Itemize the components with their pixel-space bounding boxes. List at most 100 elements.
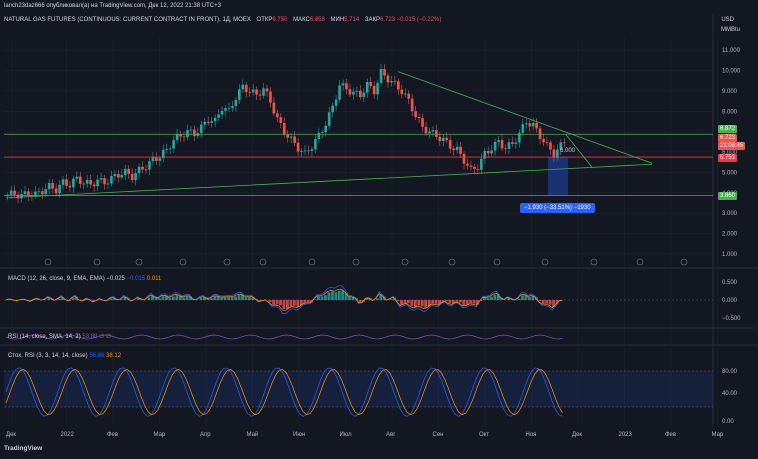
- x-tick-label: Фев: [107, 432, 118, 438]
- macd-bar: [545, 300, 549, 304]
- macd-legend[interactable]: MACD (12, 26, close, 9, EMA, EMA) −0.025…: [8, 276, 161, 282]
- candle-body: [61, 179, 65, 185]
- candle-body: [303, 150, 307, 152]
- event-icon: [493, 258, 501, 266]
- candle-body: [511, 142, 514, 144]
- macd-bar: [479, 300, 483, 301]
- candle-body: [348, 89, 352, 95]
- candle-body: [324, 125, 328, 133]
- candle-body: [58, 184, 61, 194]
- macd-bar: [500, 297, 504, 300]
- high-value: 6.858: [309, 17, 325, 23]
- candle-body: [462, 153, 466, 164]
- macd-bar: [552, 300, 556, 307]
- y-tick-label: 10.000: [722, 69, 741, 75]
- candles: [6, 63, 566, 204]
- macd-bar: [182, 297, 186, 300]
- candle-body: [317, 132, 321, 140]
- macd-signal-line: [5, 288, 563, 311]
- macd-bar: [247, 296, 251, 300]
- event-icon: [352, 258, 360, 266]
- macd-bar: [292, 300, 296, 306]
- y-tick-label: 11.000: [722, 48, 741, 54]
- macd-bar: [496, 294, 500, 300]
- macd-bar: [462, 300, 466, 306]
- stoch-label: Стох. RSI (3, 3, 14, 14, close): [8, 353, 88, 359]
- macd-bar: [465, 300, 469, 306]
- stoch-d-value: 38.12: [106, 353, 122, 359]
- candle-body: [96, 179, 99, 187]
- macd-bar: [178, 295, 182, 300]
- candle-body: [542, 138, 545, 143]
- candle-body: [286, 134, 290, 138]
- macd-bar: [209, 298, 213, 300]
- macd-bar: [137, 297, 141, 300]
- macd-tick: 0.500: [722, 280, 738, 286]
- macd-bar: [158, 298, 161, 300]
- candle-body: [300, 151, 303, 152]
- stoch-d-line: [5, 368, 563, 416]
- candle-body: [175, 134, 179, 141]
- macd-bar: [151, 295, 155, 300]
- symbol-title: NATURAL GAS FUTURES (CONTINUOUS: CURRENT…: [4, 17, 251, 23]
- rsi-label: RSI (14, close, SMA, 14, 2): [8, 334, 81, 340]
- macd-bar: [171, 296, 175, 300]
- macd-bar: [400, 300, 403, 305]
- x-tick-label: Фев: [665, 432, 676, 438]
- event-icon: [590, 258, 598, 266]
- candle-body: [431, 130, 435, 132]
- candle-body: [410, 98, 414, 112]
- x-tick-label: 2022: [61, 432, 75, 438]
- candle-body: [206, 121, 210, 123]
- candle-body: [37, 191, 41, 193]
- macd-line-value: −0.015: [126, 276, 146, 282]
- candle-body: [13, 190, 16, 195]
- rsi-legend[interactable]: RSI (14, close, SMA, 14, 2) 53.88 ∅ ∅: [8, 333, 111, 340]
- candle-body: [123, 168, 127, 176]
- macd-bar: [438, 300, 441, 305]
- x-tick-label: Апр: [200, 432, 211, 438]
- tradingview-logo[interactable]: TradingView: [4, 445, 43, 452]
- candle-body: [314, 139, 317, 150]
- event-icon: [308, 258, 316, 266]
- macd-bar: [476, 300, 479, 305]
- macd-bar: [403, 300, 407, 304]
- x-tick-label: Авг: [386, 432, 396, 438]
- macd-bar: [161, 296, 165, 300]
- candle-body: [369, 82, 373, 86]
- event-icon: [680, 258, 688, 266]
- candle-body: [421, 118, 424, 127]
- macd-bar: [61, 297, 65, 300]
- macd-bar: [337, 290, 341, 300]
- candle-body: [34, 191, 37, 197]
- macd-bar: [313, 299, 317, 300]
- event-icon: [448, 258, 456, 266]
- candle-body: [258, 94, 262, 96]
- symbol-ohlc: NATURAL GAS FUTURES (CONTINUOUS: CURRENT…: [4, 17, 441, 23]
- candle-body: [424, 126, 428, 134]
- candle-body: [85, 179, 89, 184]
- candle-body: [144, 169, 148, 171]
- candle-body: [9, 190, 13, 195]
- candle-body: [452, 148, 455, 151]
- macd-bar: [71, 298, 75, 300]
- candle-body: [400, 89, 404, 94]
- macd-bar: [227, 297, 231, 300]
- measure-badge[interactable]: −1.930 (−33.51%) −1930: [520, 203, 595, 213]
- macd-bar: [527, 296, 531, 300]
- candle-body: [397, 81, 400, 90]
- candle-body: [44, 189, 48, 195]
- macd-bar: [106, 300, 110, 301]
- macd-bar: [213, 296, 217, 300]
- price-tag-countdown: 21:06:45: [718, 142, 746, 150]
- macd-bar: [237, 295, 241, 300]
- candle-body: [514, 142, 518, 144]
- macd-bar: [413, 300, 417, 308]
- y-tick-label: 5.000: [722, 170, 738, 176]
- stoch-legend[interactable]: Стох. RSI (3, 3, 14, 14, close) 56.86 38…: [8, 353, 121, 359]
- candle-body: [117, 174, 120, 178]
- macd-bar: [75, 296, 78, 300]
- candle-body: [383, 69, 386, 76]
- candle-body: [473, 166, 476, 169]
